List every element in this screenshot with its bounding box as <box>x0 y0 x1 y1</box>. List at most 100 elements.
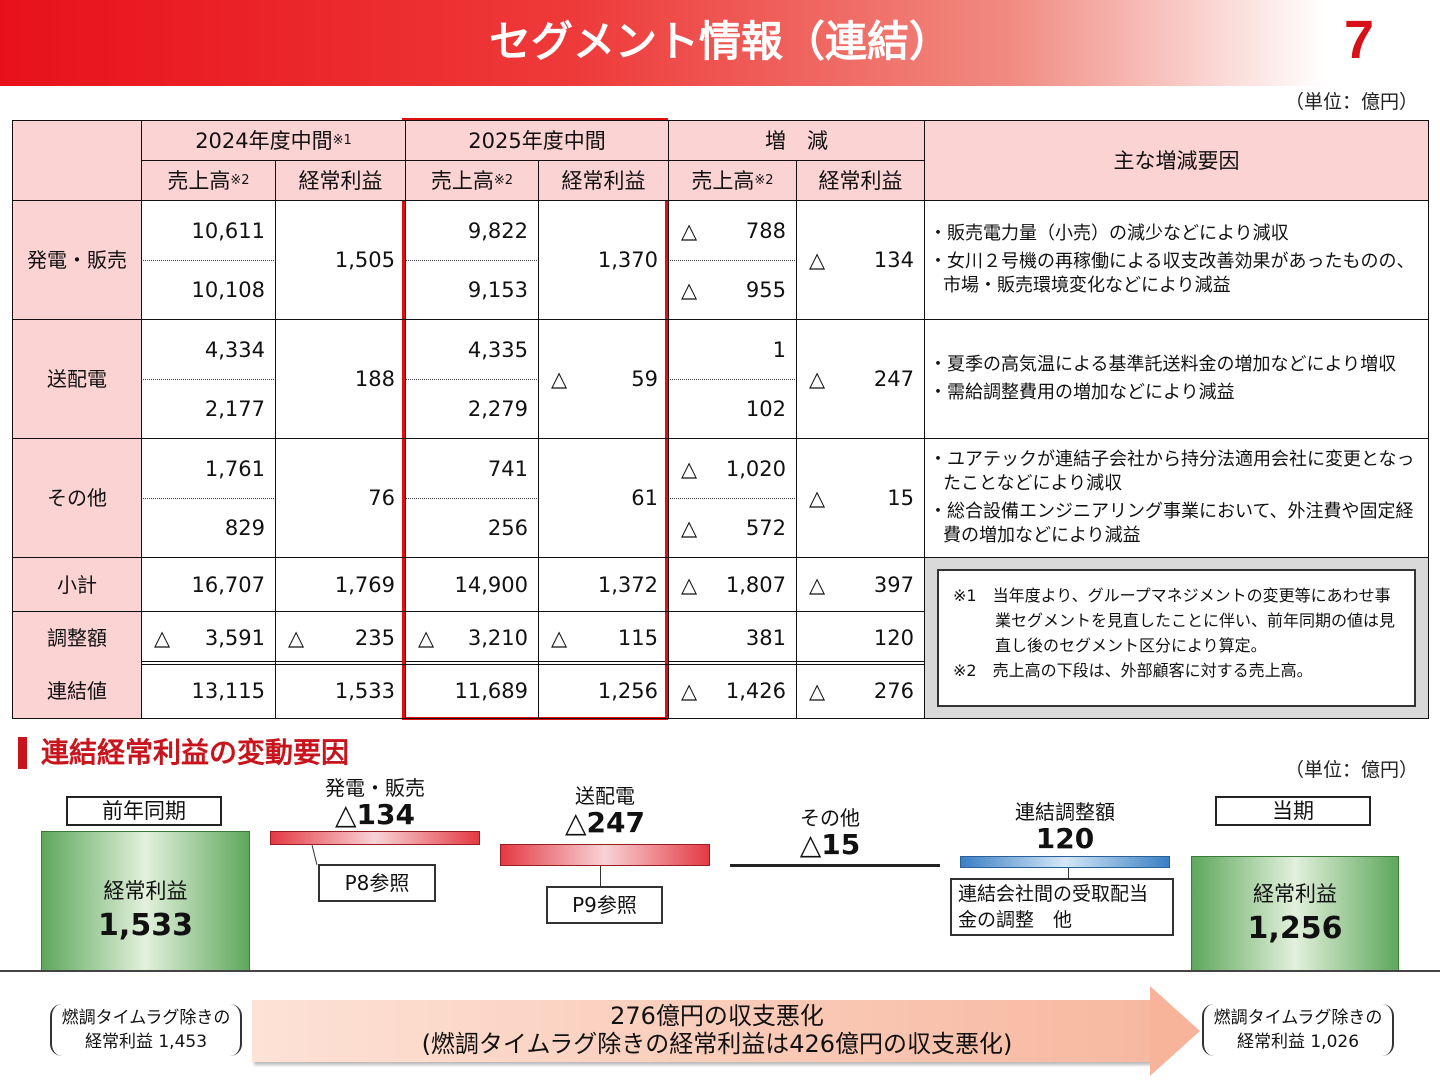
value-cell: 14,900 <box>405 557 539 612</box>
summary-arrow: 276億円の収支悪化 (燃調タイムラグ除きの経常利益は426億円の収支悪化) <box>252 986 1202 1076</box>
step-consolidation: 連結調整額 120 <box>1015 800 1115 855</box>
sub-header: 経常利益 <box>275 160 406 201</box>
value-cell: 102 <box>668 379 797 439</box>
value-cell: 11,689 <box>405 664 539 719</box>
value-cell: 1,533 <box>275 664 406 719</box>
curr-profit-bar: 経常利益 1,256 <box>1191 856 1399 972</box>
consolidation-note: 連結会社間の受取配当金の調整 他 <box>950 878 1174 936</box>
group-header-2024: 2024年度中間 ※1 <box>141 120 406 161</box>
value-cell: △ 3,210 <box>405 611 539 665</box>
ref-p8: P8参照 <box>318 864 436 902</box>
reason-item: ・ユアテックが連結子会社から持分法適用会社に変更となったことなどにより減収 <box>929 449 1415 494</box>
value-cell: 10,108 <box>141 260 276 320</box>
value-cell: 61 <box>538 438 669 558</box>
value-cell: 4,335 <box>405 319 539 380</box>
total-label: 調整額 <box>12 611 142 665</box>
summary-line-1: 276億円の収支悪化 <box>610 1002 824 1030</box>
connector <box>311 845 318 865</box>
sub-header: 経常利益 <box>538 160 669 201</box>
ref-p9: P9参照 <box>546 886 663 924</box>
page-number: 7 <box>1343 10 1374 70</box>
value-cell: △ 276 <box>796 664 925 719</box>
prev-period-label: 前年同期 <box>66 796 222 826</box>
sub-header: 売上高 ※2 <box>141 160 276 201</box>
value-cell: 1,769 <box>275 557 406 612</box>
value-cell: △ 247 <box>796 319 925 439</box>
value-cell: △ 3,591 <box>141 611 276 665</box>
value-cell: 2,279 <box>405 379 539 439</box>
step-other: その他 △15 <box>799 806 861 861</box>
footnote: ※2 売上高の下段は、外部顧客に対する売上高。 <box>953 661 1313 680</box>
value-cell: △ 572 <box>668 498 797 558</box>
step-other-bar <box>730 864 940 867</box>
value-cell: 188 <box>275 319 406 439</box>
value-cell: △ 59 <box>538 319 669 439</box>
reason-item: ・夏季の高気温による基準託送料金の増加などにより増収 <box>929 354 1397 375</box>
value-cell: 13,115 <box>141 664 276 719</box>
section-marker <box>18 737 27 769</box>
value-cell: 1,761 <box>141 438 276 499</box>
reason-item: ・販売電力量（小売）の減少などにより減収 <box>929 223 1289 244</box>
step-generation-bar <box>270 831 480 845</box>
group-header-2025: 2025年度中間 <box>405 120 669 161</box>
value-cell: 1,256 <box>538 664 669 719</box>
curr-period-label: 当期 <box>1215 796 1371 826</box>
connector <box>1068 868 1069 878</box>
baseline <box>0 970 1440 972</box>
value-cell: 1 <box>668 319 797 380</box>
value-cell: △ 397 <box>796 557 925 612</box>
reasons-cell: ・夏季の高気温による基準託送料金の増加などにより増収 ・需給調整費用の増加などによ… <box>924 319 1429 439</box>
value-cell: 1,372 <box>538 557 669 612</box>
waterfall-unit: （単位：億円） <box>1284 759 1418 781</box>
prev-bar-label: 経常利益 <box>103 879 188 903</box>
value-cell: 10,611 <box>141 200 276 261</box>
value-cell: △ 1,426 <box>668 664 797 719</box>
value-cell: 16,707 <box>141 557 276 612</box>
value-cell: △ 1,807 <box>668 557 797 612</box>
value-cell: △ 134 <box>796 200 925 320</box>
value-cell: 9,153 <box>405 260 539 320</box>
segment-label: その他 <box>12 438 142 558</box>
value-cell: 1,505 <box>275 200 406 320</box>
prev-profit-bar: 経常利益 1,533 <box>41 831 250 972</box>
value-cell: △ 788 <box>668 200 797 261</box>
value-cell: 2,177 <box>141 379 276 439</box>
reason-item: ・女川２号機の再稼働による収支改善効果があったものの、市場・販売環境変化などによ… <box>929 251 1415 296</box>
curr-bar-value: 1,256 <box>1247 911 1343 946</box>
curr-excl-timelag: 燃調タイムラグ除きの 経常利益 1,026 <box>1202 1004 1394 1056</box>
value-cell: 76 <box>275 438 406 558</box>
sub-header: 売上高 ※2 <box>405 160 539 201</box>
total-label: 小計 <box>12 557 142 612</box>
step-transmission: 送配電 △247 <box>565 784 645 839</box>
reason-item: ・需給調整費用の増加などにより減益 <box>929 382 1235 403</box>
value-cell: △ 955 <box>668 260 797 320</box>
section-title-text: 連結経常利益の変動要因 <box>41 736 350 769</box>
step-consolidation-bar <box>960 856 1170 868</box>
summary-line-2: (燃調タイムラグ除きの経常利益は426億円の収支悪化) <box>421 1030 1013 1058</box>
value-cell: △ 1,020 <box>668 438 797 499</box>
value-cell: 381 <box>668 611 797 665</box>
prev-bar-value: 1,533 <box>98 908 193 943</box>
sub-header: 売上高 ※2 <box>668 160 797 201</box>
table-unit: （単位：億円） <box>1284 91 1418 113</box>
total-label: 連結値 <box>12 664 142 719</box>
value-cell: 829 <box>141 498 276 558</box>
notes-cell: ※1 当年度より、グループマネジメントの変更等にあわせ事業セグメントを見直したこ… <box>924 557 1429 719</box>
value-cell: 120 <box>796 611 925 665</box>
segment-label: 送配電 <box>12 319 142 439</box>
reasons-cell: ・ユアテックが連結子会社から持分法適用会社に変更となったことなどにより減収 ・総合… <box>924 438 1429 558</box>
step-transmission-bar <box>500 844 710 866</box>
connector <box>600 866 601 886</box>
notes-box: ※1 当年度より、グループマネジメントの変更等にあわせ事業セグメントを見直したこ… <box>937 569 1416 707</box>
segment-label: 発電・販売 <box>12 200 142 320</box>
footnote: ※1 当年度より、グループマネジメントの変更等にあわせ事業セグメントを見直したこ… <box>953 586 1396 655</box>
slide-title: セグメント情報（連結） <box>488 17 951 66</box>
value-cell: △ 115 <box>538 611 669 665</box>
curr-bar-label: 経常利益 <box>1253 882 1337 906</box>
step-generation: 発電・販売 △134 <box>325 776 425 831</box>
group-header-diff: 増 減 <box>668 120 925 161</box>
reasons-header: 主な増減要因 <box>924 120 1429 201</box>
value-cell: 4,334 <box>141 319 276 380</box>
value-cell: 256 <box>405 498 539 558</box>
reasons-cell: ・販売電力量（小売）の減少などにより減収・女川２号機の再稼働による収支改善効果が… <box>924 200 1429 320</box>
